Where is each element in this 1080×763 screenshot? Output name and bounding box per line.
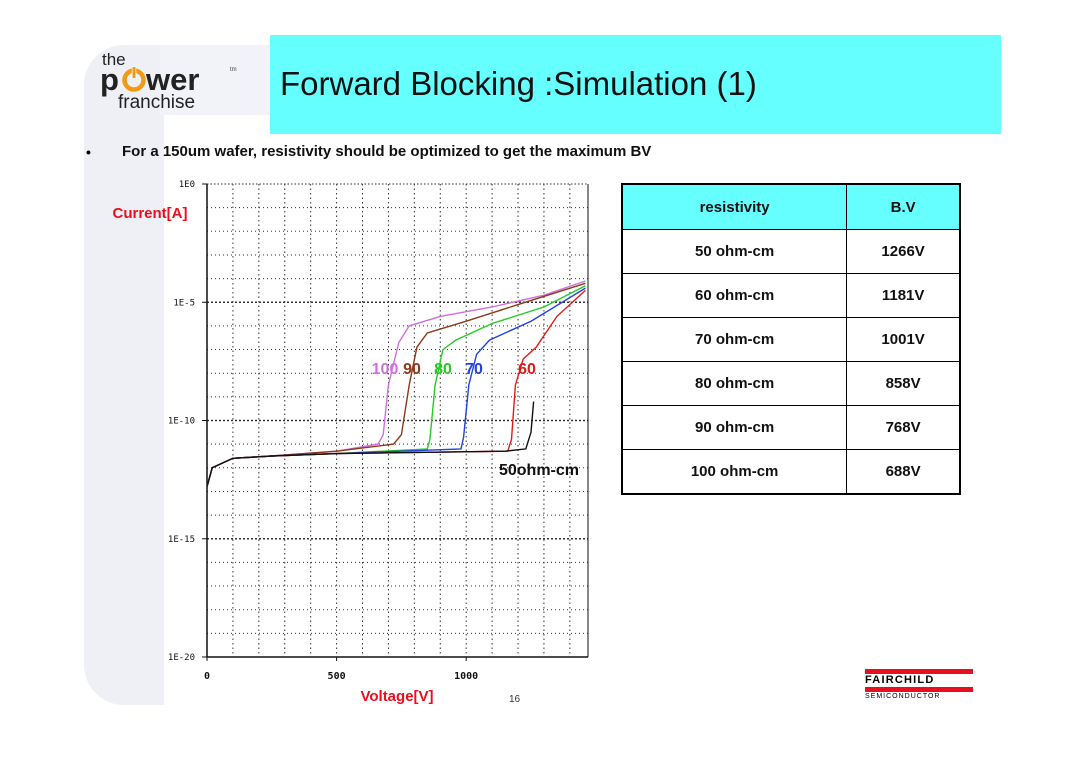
cell-resistivity: 50 ohm-cm — [621, 229, 848, 274]
cell-bv: 688V — [846, 449, 961, 495]
table-row: 80 ohm-cm 858V — [621, 361, 961, 406]
bullet-marker: • — [86, 144, 91, 160]
y-tick-label: 1E-5 — [173, 298, 195, 308]
resistivity-bv-table: resistivity B.V 50 ohm-cm 1266V 60 ohm-cm… — [621, 183, 961, 495]
cell-bv: 768V — [846, 405, 961, 450]
table-row: 90 ohm-cm 768V — [621, 405, 961, 450]
cell-resistivity: 60 ohm-cm — [621, 273, 848, 318]
series-line — [206, 289, 586, 487]
x-tick-label: 1000 — [454, 671, 478, 682]
bullet-text: For a 150um wafer, resistivity should be… — [122, 143, 652, 160]
annotation-label: 50ohm-cm — [499, 462, 579, 479]
x-tick-label: 0 — [204, 671, 210, 682]
page-number: 16 — [509, 694, 521, 705]
series-label: 100 — [372, 361, 399, 378]
logo-tm: tm — [230, 67, 237, 73]
chart-grid — [207, 183, 588, 657]
cell-resistivity: 90 ohm-cm — [621, 405, 848, 450]
series-label: 70 — [465, 361, 483, 378]
y-axis-label: Current[A] — [113, 205, 188, 222]
y-tick-label: 1E0 — [179, 180, 195, 190]
cell-bv: 1266V — [846, 229, 961, 274]
header-bv: B.V — [846, 183, 961, 230]
cell-resistivity: 80 ohm-cm — [621, 361, 848, 406]
cell-bv: 1181V — [846, 273, 961, 318]
series-line — [206, 401, 535, 487]
table-header-row: resistivity B.V — [621, 183, 961, 230]
fairchild-logo-bar — [865, 687, 973, 692]
chart-axes — [202, 183, 589, 661]
header-resistivity: resistivity — [621, 183, 848, 230]
y-tick-label: 1E-20 — [168, 653, 195, 663]
title-bar: Forward Blocking :Simulation (1) — [270, 35, 1001, 134]
logo-franchise: franchise — [118, 92, 195, 113]
cell-resistivity: 70 ohm-cm — [621, 317, 848, 362]
table-row: 100 ohm-cm 688V — [621, 449, 961, 495]
fairchild-logo-name: FAIRCHILD — [865, 674, 935, 686]
chart-series — [206, 280, 586, 487]
table-row: 60 ohm-cm 1181V — [621, 273, 961, 318]
table-row: 50 ohm-cm 1266V — [621, 229, 961, 274]
series-label: 90 — [403, 361, 421, 378]
power-franchise-logo: the p wer tm franchise — [100, 50, 237, 113]
y-tick-label: 1E-10 — [168, 417, 195, 427]
table-row: 70 ohm-cm 1001V — [621, 317, 961, 362]
cell-resistivity: 100 ohm-cm — [621, 449, 848, 495]
chart-text: 1E0 1E-5 1E-10 1E-15 1E-20 0 500 1000 Current[A]… — [113, 180, 580, 705]
fairchild-logo: FAIRCHILD SEMICONDUCTOR — [865, 669, 973, 701]
logo-p: p — [100, 62, 119, 97]
cell-bv: 858V — [846, 361, 961, 406]
x-tick-label: 500 — [328, 671, 346, 682]
background-shape — [84, 45, 164, 705]
fairchild-logo-sub: SEMICONDUCTOR — [865, 693, 941, 700]
y-tick-label: 1E-15 — [168, 535, 195, 545]
x-axis-label: Voltage[V] — [360, 688, 433, 705]
series-label: 80 — [434, 361, 452, 378]
background-shape — [160, 45, 280, 115]
cell-bv: 1001V — [846, 317, 961, 362]
page-title: Forward Blocking :Simulation (1) — [280, 65, 757, 102]
fairchild-logo-bar — [865, 669, 973, 674]
series-label: 60 — [518, 361, 536, 378]
logo-the: the — [102, 50, 126, 69]
logo-wer: wer — [145, 62, 199, 97]
